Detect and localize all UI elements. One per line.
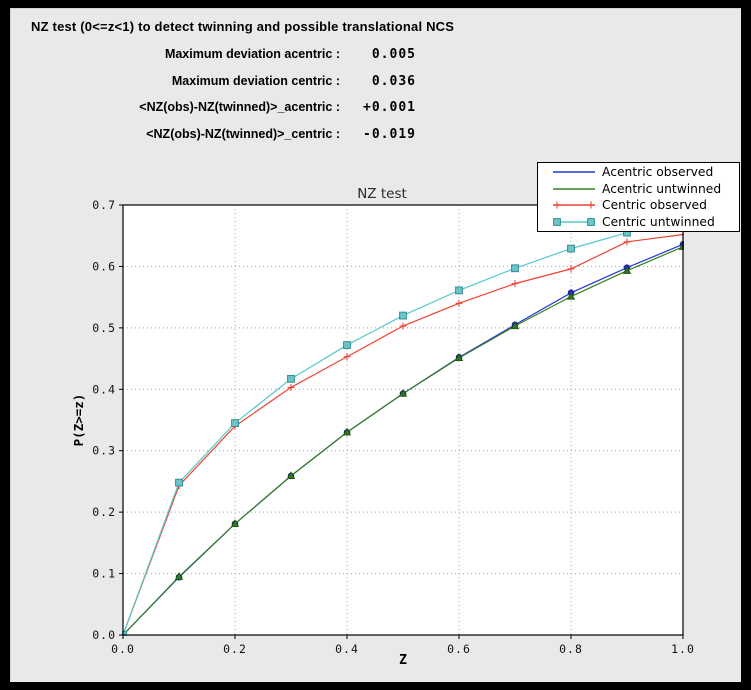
stat-label: <NZ(obs)-NZ(twinned)>_centric : (146, 126, 340, 141)
svg-text:0.5: 0.5 (92, 321, 116, 335)
svg-text:0.3: 0.3 (92, 444, 116, 458)
svg-text:0.0: 0.0 (92, 628, 116, 642)
chart-title: NZ test (357, 186, 407, 202)
legend-label: Centric observed (602, 198, 707, 213)
legend-label: Acentric observed (602, 165, 714, 180)
stat-row-max-deviation-acentric: Maximum deviation acentric : 0.005 (115, 47, 416, 74)
stat-label: Maximum deviation centric : (171, 73, 340, 88)
legend-item-centric-untwinned: Centric untwinned (551, 214, 739, 231)
legend-swatch-acentric-observed (553, 171, 595, 173)
legend-item-centric-observed: Centric observed (551, 197, 739, 214)
svg-text:0.4: 0.4 (92, 382, 116, 396)
legend-item-acentric-untwinned: Acentric untwinned (551, 180, 739, 197)
stats-block: Maximum deviation acentric : 0.005 Maxim… (115, 47, 416, 153)
svg-text:0.4: 0.4 (335, 642, 359, 656)
x-tick-labels: 0.0 0.2 0.4 0.6 0.8 1.0 (111, 642, 695, 656)
svg-text:1.0: 1.0 (671, 642, 695, 656)
plot-border (122, 204, 684, 636)
legend-swatch-acentric-untwinned (553, 188, 595, 190)
stat-value: -0.019 (363, 126, 416, 142)
stat-value: +0.001 (363, 100, 416, 116)
stat-row-nz-diff-acentric: <NZ(obs)-NZ(twinned)>_acentric : +0.001 (115, 100, 416, 127)
svg-text:0.8: 0.8 (559, 642, 583, 656)
svg-text:0.6: 0.6 (447, 642, 471, 656)
svg-text:0.7: 0.7 (92, 198, 116, 212)
page-title: NZ test (0<=z<1) to detect twinning and … (31, 19, 455, 34)
y-tick-labels: 0.0 0.1 0.2 0.3 0.4 0.5 0.6 0.7 (92, 198, 116, 642)
axis-ticks (119, 204, 684, 639)
series-centric-untwinned (122, 211, 684, 636)
svg-text:0.1: 0.1 (92, 567, 116, 581)
svg-text:0.0: 0.0 (111, 642, 135, 656)
legend-label: Centric untwinned (602, 214, 715, 229)
series-centric-untwinned-markers (122, 211, 684, 636)
legend-swatch-centric-observed (553, 201, 595, 209)
x-axis-label: Z (399, 653, 407, 668)
stat-value: 0.036 (371, 73, 416, 89)
stat-label: <NZ(obs)-NZ(twinned)>_acentric : (139, 100, 340, 115)
svg-text:0.2: 0.2 (92, 505, 116, 519)
chart-legend: Acentric observed Acentric untwinned Cen… (537, 162, 740, 232)
svg-text:0.6: 0.6 (92, 259, 116, 273)
legend-label: Acentric untwinned (602, 181, 722, 196)
stat-value: 0.005 (371, 47, 416, 62)
stat-row-nz-diff-centric: <NZ(obs)-NZ(twinned)>_centric : -0.019 (115, 127, 416, 154)
stat-label: Maximum deviation acentric : (164, 47, 340, 61)
plot-area (123, 205, 683, 635)
stat-row-max-deviation-centric: Maximum deviation centric : 0.036 (115, 74, 416, 101)
y-axis-label: P(Z>=z) (71, 394, 86, 447)
legend-swatch-centric-untwinned (553, 217, 595, 226)
svg-text:0.2: 0.2 (223, 642, 247, 656)
legend-item-acentric-observed: Acentric observed (551, 164, 739, 181)
